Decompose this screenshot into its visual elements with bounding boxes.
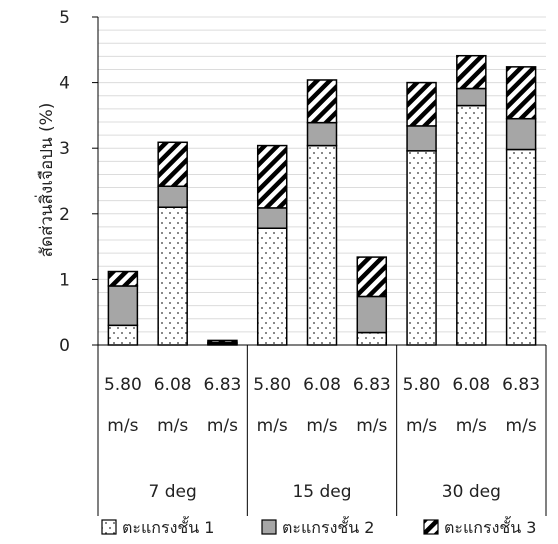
bar-segment [306,121,338,147]
y-tick-label: 3 [59,139,70,159]
legend-label: ตะแกรงชั้น 2 [282,516,374,537]
bar-segment [456,54,487,90]
bar-segment [157,141,188,187]
bar-segment [356,331,388,346]
y-axis-label: สัดส่วนสิ่งเจือปน (%) [34,103,57,258]
legend-swatch [423,519,439,535]
bar-segment [406,81,437,127]
x-tick-label-speed: 6.83 [353,375,391,395]
legend: ตะแกรงชั้น 1 ตะแกรงชั้น 2 ตะแกรงชั้น 3 [101,516,536,537]
x-group-label: 15 deg [292,482,351,502]
x-tick-label-speed: 6.83 [502,375,540,395]
x-tick-label-unit: m/s [306,416,337,436]
y-tick-label: 0 [59,336,70,356]
x-tick-label-speed: 6.08 [303,375,341,395]
x-tick-label-speed: 6.08 [452,375,490,395]
bar-segment [356,295,388,334]
bar-segment [107,324,139,346]
axes: 0 1 2 3 4 5 [59,8,547,516]
x-tick-label-unit: m/s [456,416,487,436]
bar-segment [157,185,188,208]
bar-segment [505,117,537,151]
bar-segment [256,144,288,209]
x-tick-label-speed: 5.80 [403,375,441,395]
legend-label: ตะแกรงชั้น 1 [122,516,214,537]
bar-segment [505,66,537,120]
y-tick-label: 1 [59,270,70,290]
legend-swatch [261,519,277,535]
y-tick-label: 5 [59,8,70,28]
bar-segment [107,270,139,287]
y-tick-label: 4 [59,74,70,94]
x-tick-label-unit: m/s [157,416,188,436]
bar-segment [207,339,238,344]
bar-segment [456,87,487,107]
bar-segment [157,206,188,346]
bar-segment [406,150,437,346]
x-tick-label-unit: m/s [107,416,138,436]
x-tick-label-unit: m/s [207,416,238,436]
bar-segment [306,79,338,124]
x-tick-label-speed: 5.80 [104,375,142,395]
bar-segment [456,104,487,346]
bar-segment [256,207,288,229]
bar-segment [406,125,437,152]
bar-segment [356,256,388,298]
x-tick-label-unit: m/s [506,416,537,436]
x-axis-categories: 5.80 m/s 6.08 m/s 6.83 m/s 5.80 m/s 6.08 m/s 6.83 m… [104,375,540,502]
x-tick-label-speed: 5.80 [253,375,291,395]
bar-segment [505,148,537,346]
bar-segment [306,144,338,346]
bars [107,54,537,346]
bar-segment [256,227,288,346]
x-group-label: 7 deg [149,482,197,502]
y-tick-label: 2 [59,205,70,225]
x-tick-label-speed: 6.08 [154,375,192,395]
legend-label: ตะแกรงชั้น 3 [444,516,536,537]
x-group-label: 30 deg [442,482,501,502]
bar-segment [107,285,139,327]
x-tick-label-unit: m/s [406,416,437,436]
legend-swatch [101,519,117,535]
x-tick-label-speed: 6.83 [204,375,242,395]
x-tick-label-unit: m/s [356,416,387,436]
x-tick-label-unit: m/s [257,416,288,436]
